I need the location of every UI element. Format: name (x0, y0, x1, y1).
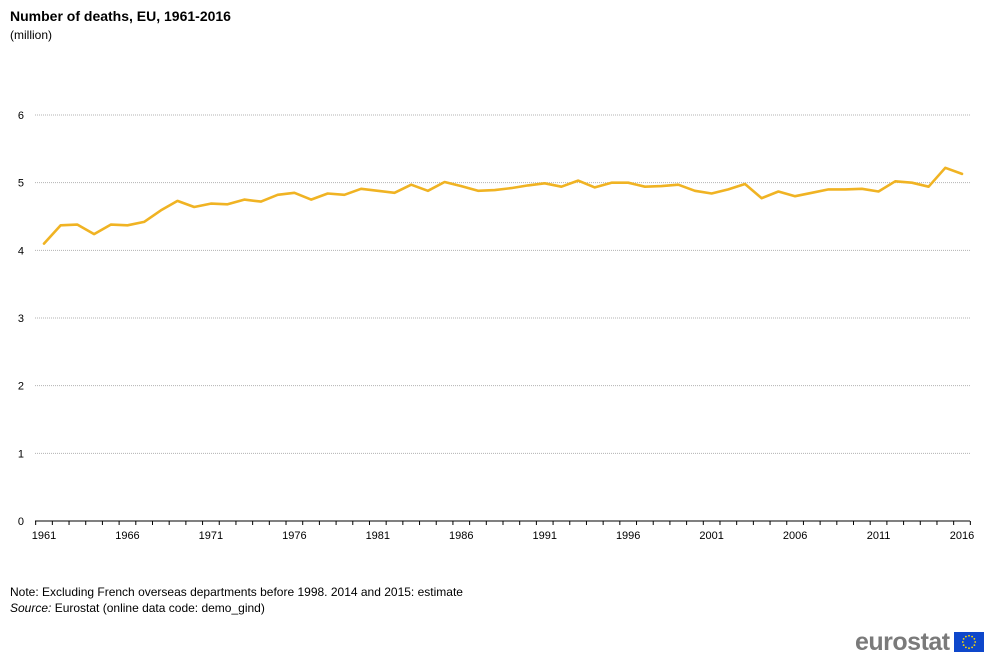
gridlines (35, 114, 970, 454)
chart-unit: (million) (10, 28, 52, 42)
flag-star (973, 644, 975, 646)
flag-star (964, 646, 967, 649)
flag-star (973, 638, 975, 640)
y-tick-label: 0 (18, 516, 24, 528)
flag-star (973, 641, 976, 643)
x-tick-label: 1976 (282, 530, 306, 542)
x-tick-label: 2001 (699, 530, 723, 542)
x-axis (35, 520, 971, 525)
flag-star (962, 638, 965, 640)
y-tick-label: 6 (18, 110, 24, 122)
y-tick-label: 3 (18, 313, 24, 325)
eu-flag-icon (953, 632, 984, 652)
source-label: Source: (10, 601, 52, 615)
series-group (42, 166, 964, 245)
flag-star (964, 635, 967, 638)
y-tick-label: 4 (18, 245, 24, 257)
source-text: Eurostat (online data code: demo_gind) (54, 601, 265, 615)
y-axis-tick-labels: 0 1 2 3 4 5 6 (18, 110, 24, 528)
x-tick-label: 1996 (616, 530, 640, 542)
x-tick-label: 2016 (950, 530, 974, 542)
eurostat-logo: eurostat (855, 628, 984, 656)
series-line (42, 166, 964, 245)
logo-wordmark: eurostat (855, 628, 950, 656)
y-tick-label: 5 (18, 178, 24, 190)
x-tick-label: 1961 (32, 530, 56, 542)
chart-title: Number of deaths, EU, 1961-2016 (10, 8, 231, 24)
x-tick-label: 2006 (783, 530, 807, 542)
source-line: Source: Eurostat (online data code: demo… (10, 601, 265, 615)
flag-star (967, 647, 970, 650)
x-tick-label: 1986 (449, 530, 473, 542)
y-tick-label: 1 (18, 448, 24, 460)
footnote: Note: Excluding French overseas departme… (10, 585, 463, 599)
flag-star (962, 644, 965, 646)
x-tick-label: 1981 (366, 530, 390, 542)
flag-star (970, 635, 973, 638)
x-tick-label: 1971 (199, 530, 223, 542)
x-tick-label: 1991 (532, 530, 556, 542)
flag-star (961, 641, 964, 643)
flag-star (970, 646, 973, 649)
x-tick-label: 1966 (115, 530, 139, 542)
flag-star (967, 634, 970, 637)
x-tick-label: 2011 (867, 530, 891, 542)
x-axis-tick-labels: 1961 1966 1971 1976 1981 1986 1991 1996 2001 2006… (32, 530, 974, 542)
y-tick-label: 2 (18, 381, 24, 393)
line-chart: 0 1 2 3 4 5 6 1961 1966 1971 1976 1981 1986 1991 1996… (18, 110, 974, 542)
